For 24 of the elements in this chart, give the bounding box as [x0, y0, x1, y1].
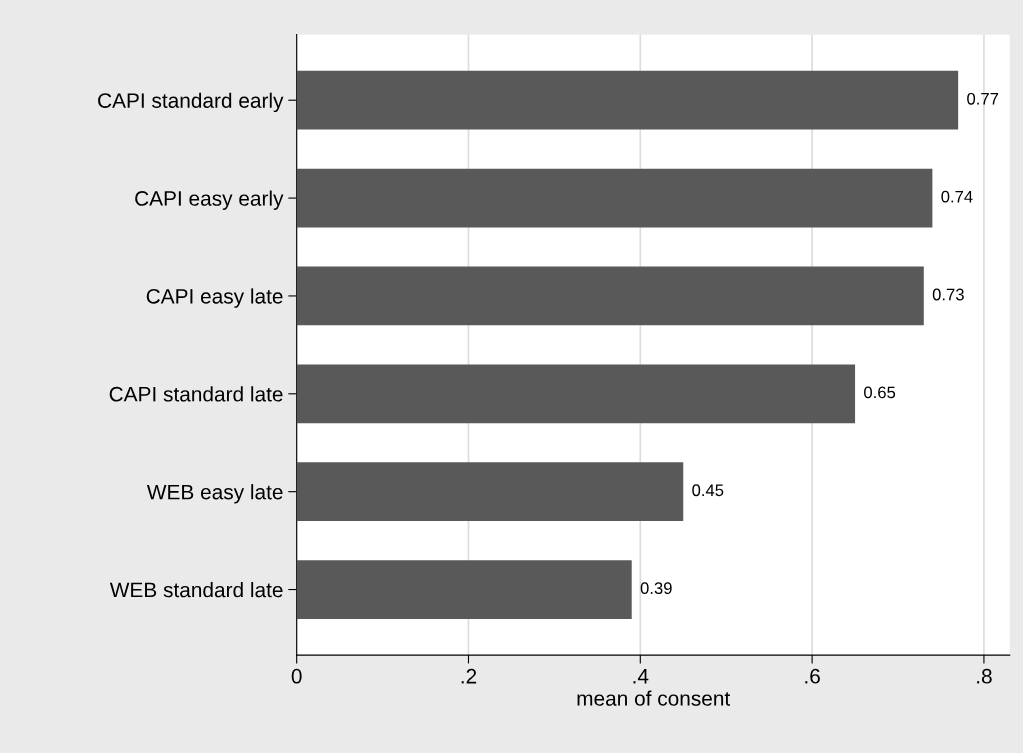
y-tick-label: CAPI easy early — [135, 190, 284, 210]
data-label: 0.45 — [692, 484, 724, 497]
data-label: 0.74 — [941, 190, 973, 203]
bar — [296, 560, 632, 619]
y-tick-label: CAPI easy late — [146, 288, 283, 308]
x-tick-label: .8 — [977, 668, 992, 684]
x-tick-label: .2 — [461, 668, 477, 684]
y-tick-label: WEB easy late — [146, 484, 283, 504]
data-label: 0.77 — [967, 92, 999, 105]
bar — [296, 266, 924, 326]
data-label: 0.73 — [932, 288, 964, 301]
bar — [296, 168, 933, 228]
x-tick-label: 0 — [291, 668, 302, 684]
data-label: 0.39 — [640, 582, 672, 595]
y-tick-label: CAPI standard late — [109, 386, 283, 402]
y-tick-label: WEB standard late — [109, 581, 283, 598]
x-axis-title: mean of consent — [577, 690, 731, 706]
x-tick-label: .6 — [805, 668, 820, 684]
data-label: 0.65 — [864, 386, 896, 399]
x-tick-label: .4 — [633, 669, 649, 684]
bar — [296, 462, 684, 522]
y-tick-label: CAPI standard early — [98, 92, 284, 113]
bar — [296, 364, 856, 424]
bar — [296, 70, 959, 130]
